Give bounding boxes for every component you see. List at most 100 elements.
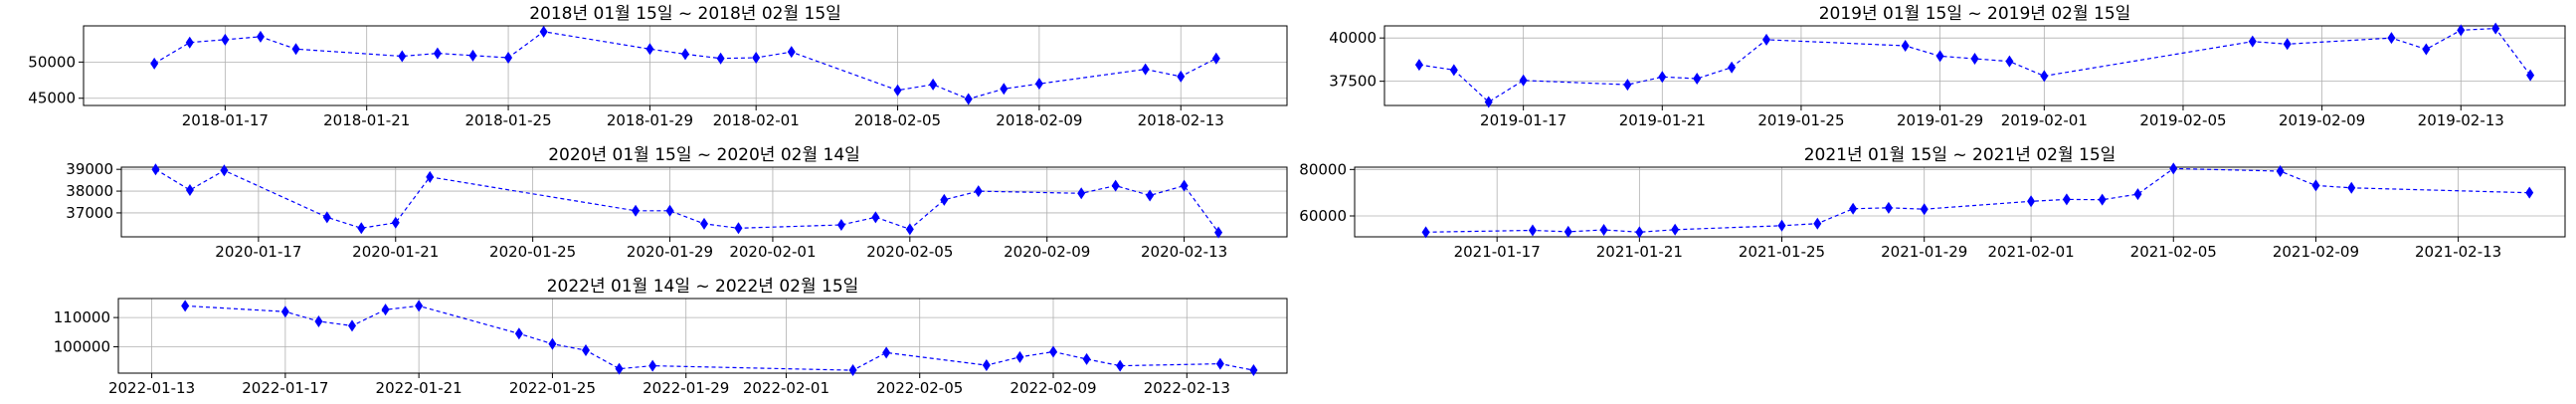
x-tick-label: 2021-02-01 <box>1987 243 2074 261</box>
data-point <box>185 183 194 196</box>
data-point <box>539 25 548 38</box>
data-point <box>314 314 323 327</box>
data-point <box>2283 38 2292 51</box>
data-point <box>2311 179 2320 192</box>
x-tick-label: 2021-01-17 <box>1454 243 1541 261</box>
data-point <box>280 305 289 318</box>
data-point <box>2169 162 2178 175</box>
data-point <box>1049 345 1057 358</box>
x-tick-label: 2019-02-05 <box>2139 111 2226 129</box>
subplot-2022: 2022년 01월 14일 ~ 2022년 02월 15일 2022-01-13… <box>54 277 1288 397</box>
series-line <box>155 168 1219 233</box>
data-point <box>929 78 938 91</box>
data-point <box>2276 164 2285 177</box>
data-point <box>1211 52 1220 65</box>
data-point <box>1082 352 1091 365</box>
x-tick-label: 2019-02-01 <box>2001 111 2088 129</box>
data-point <box>1141 63 1150 76</box>
data-point <box>221 33 230 46</box>
x-tick-label: 2018-02-13 <box>1138 111 1224 129</box>
data-point <box>2248 35 2257 48</box>
x-tick-label: 2020-02-05 <box>866 243 953 261</box>
x-tick-label: 2019-01-21 <box>1619 111 1706 129</box>
axes-frame <box>1354 166 2566 238</box>
data-point <box>2027 195 2036 208</box>
data-point <box>185 36 194 49</box>
x-tick-label: 2022-01-13 <box>108 379 195 397</box>
subplot-2018-title: 2018년 01월 15일 ~ 2018년 02월 15일 <box>529 4 841 24</box>
data-point <box>700 217 708 230</box>
data-point <box>1884 201 1893 214</box>
x-tick-label: 2020-01-25 <box>489 243 576 261</box>
data-point <box>504 52 513 64</box>
y-tick-label: 110000 <box>54 308 110 326</box>
x-tick-label: 2020-02-13 <box>1141 243 1227 261</box>
data-point <box>2098 193 2107 206</box>
data-point <box>1658 71 1667 84</box>
y-tick-label: 40000 <box>1329 29 1377 47</box>
data-point <box>615 362 624 375</box>
data-point <box>151 163 160 176</box>
subplot-2020-title: 2020년 01월 15일 ~ 2020년 02월 14일 <box>548 145 860 165</box>
x-tick-label: 2018-01-25 <box>464 111 551 129</box>
data-point <box>893 84 902 97</box>
x-tick-label: 2018-01-21 <box>323 111 410 129</box>
data-point <box>1528 224 1537 237</box>
data-point <box>348 319 356 332</box>
x-tick-label: 2020-02-01 <box>729 243 816 261</box>
data-point <box>2040 70 2049 83</box>
data-point <box>548 337 557 350</box>
data-point <box>716 52 725 65</box>
axes-frame <box>1383 25 2566 106</box>
data-point <box>1449 64 1458 77</box>
data-point <box>1077 187 1086 200</box>
y-tick-label: 38000 <box>66 182 113 200</box>
x-tick-label: 2020-02-09 <box>1004 243 1090 261</box>
data-point <box>2005 55 2014 68</box>
data-point <box>836 218 845 231</box>
data-point <box>1635 226 1644 239</box>
x-tick-label: 2018-02-05 <box>854 111 941 129</box>
x-tick-label: 2018-01-17 <box>182 111 269 129</box>
y-tick-label: 60000 <box>1299 207 1347 225</box>
data-point <box>2422 43 2431 56</box>
data-point <box>1177 70 1186 83</box>
data-point <box>398 50 407 63</box>
data-point <box>940 193 949 206</box>
data-point <box>1034 78 1043 91</box>
data-point <box>2387 32 2396 45</box>
x-tick-label: 2019-01-17 <box>1480 111 1566 129</box>
data-point <box>1000 83 1009 96</box>
data-point <box>681 48 689 61</box>
data-point <box>322 211 331 224</box>
data-point <box>871 211 880 224</box>
y-tick-label: 37500 <box>1329 73 1377 91</box>
data-point <box>787 46 796 59</box>
data-point <box>1920 203 1929 216</box>
data-point <box>1116 359 1125 372</box>
data-point <box>1564 225 1572 238</box>
series-line <box>153 31 1217 101</box>
x-tick-label: 2020-01-21 <box>352 243 439 261</box>
data-point <box>2133 188 2142 201</box>
y-tick-label: 80000 <box>1299 160 1347 178</box>
x-tick-label: 2019-01-29 <box>1897 111 1983 129</box>
data-point <box>2062 193 2071 206</box>
data-point <box>1015 350 1024 363</box>
data-point <box>181 300 190 312</box>
x-tick-label: 2020-01-29 <box>627 243 713 261</box>
data-point <box>1762 33 1771 46</box>
data-point <box>648 359 657 372</box>
data-point <box>905 223 914 236</box>
data-point <box>645 43 654 56</box>
x-tick-label: 2018-02-09 <box>996 111 1082 129</box>
data-point <box>1623 79 1632 92</box>
data-point <box>665 204 674 217</box>
data-point <box>752 52 761 64</box>
data-point <box>1214 226 1223 239</box>
data-point <box>1671 223 1680 236</box>
data-point <box>1693 73 1702 86</box>
data-point <box>291 43 300 56</box>
x-tick-label: 2022-01-17 <box>242 379 328 397</box>
data-point <box>974 185 983 198</box>
